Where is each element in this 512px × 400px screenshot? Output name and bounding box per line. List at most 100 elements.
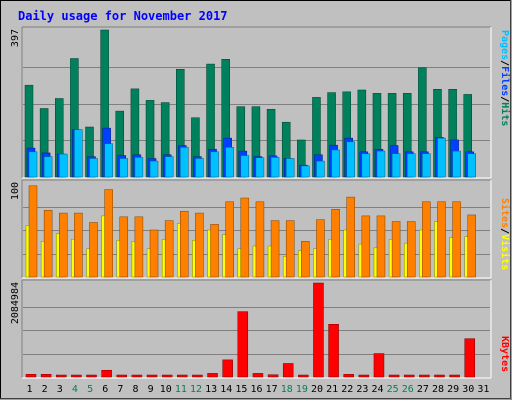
bar-sites-day-26 xyxy=(406,221,416,278)
bar-pages-day-5 xyxy=(89,158,98,178)
legend-sep: / xyxy=(499,96,510,102)
x-tick-label-day-16: 16 xyxy=(250,384,262,395)
bar-kbytes-day-24 xyxy=(373,353,385,378)
panel-hits-files-pages xyxy=(21,26,492,179)
x-tick-label-day-9: 9 xyxy=(148,384,154,395)
x-tick-label-day-7: 7 xyxy=(117,384,123,395)
y-max-label-visits-sites: 100 xyxy=(10,182,21,200)
legend-hits: Hits xyxy=(499,102,511,126)
bar-pages-day-9 xyxy=(149,160,159,178)
x-tick-label-day-14: 14 xyxy=(220,384,232,395)
bar-sites-day-17 xyxy=(270,220,280,278)
panels xyxy=(21,26,492,379)
bar-pages-day-2 xyxy=(43,156,53,178)
bar-sites-day-22 xyxy=(346,196,355,278)
x-tick-label-day-19: 19 xyxy=(296,384,308,395)
bar-sites-day-6 xyxy=(104,189,113,278)
bar-sites-day-20 xyxy=(316,219,325,278)
bar-pages-day-22 xyxy=(346,141,355,178)
panel-kbytes xyxy=(21,279,492,379)
bar-pages-day-26 xyxy=(406,153,416,178)
bar-sites-day-19 xyxy=(301,241,310,278)
bar-sites-day-28 xyxy=(437,201,446,278)
bar-sites-day-24 xyxy=(376,215,386,278)
bar-pages-day-25 xyxy=(391,153,401,178)
bar-sites-day-23 xyxy=(361,215,371,278)
bar-pages-day-13 xyxy=(210,151,219,178)
bar-sites-day-13 xyxy=(210,224,219,278)
bar-kbytes-day-8 xyxy=(131,374,143,378)
x-tick-label-day-3: 3 xyxy=(57,384,63,395)
x-tick-label-day-21: 21 xyxy=(326,384,338,395)
bar-kbytes-day-2 xyxy=(40,374,52,378)
y-axis-labels: 397 100 2084984 xyxy=(10,29,21,324)
bar-kbytes-day-29 xyxy=(449,374,460,378)
bar-sites-day-27 xyxy=(422,201,431,278)
x-tick-label-day-23: 23 xyxy=(356,384,368,395)
bar-kbytes-day-19 xyxy=(298,374,309,378)
bar-pages-day-27 xyxy=(422,153,431,178)
bar-kbytes-day-14 xyxy=(222,359,233,378)
bar-kbytes-day-27 xyxy=(419,374,430,378)
legend-pages: Pages xyxy=(499,30,510,60)
bar-pages-day-20 xyxy=(316,160,325,178)
bar-kbytes-day-26 xyxy=(403,374,415,378)
legend-hits-files-pages: Pages/Files/Hits xyxy=(499,30,511,126)
bar-sites-day-11 xyxy=(180,210,189,278)
bar-sites-day-9 xyxy=(149,229,159,278)
bar-pages-day-14 xyxy=(225,147,234,178)
bar-kbytes-day-22 xyxy=(343,374,354,378)
bar-pages-day-30 xyxy=(467,153,476,178)
bar-kbytes-day-17 xyxy=(267,374,279,378)
bar-kbytes-day-12 xyxy=(192,374,203,378)
x-tick-label-day-1: 1 xyxy=(27,384,33,395)
bar-pages-day-17 xyxy=(270,157,280,178)
bar-kbytes-day-28 xyxy=(434,374,445,378)
x-tick-label-day-5: 5 xyxy=(87,384,93,395)
bar-sites-day-16 xyxy=(255,201,265,278)
bar-pages-day-11 xyxy=(180,147,189,178)
bar-sites-day-7 xyxy=(119,216,129,278)
bar-sites-day-25 xyxy=(391,221,401,278)
bar-sites-day-1 xyxy=(28,185,38,278)
bar-kbytes-day-15 xyxy=(237,311,249,378)
x-tick-label-day-28: 28 xyxy=(432,384,444,395)
bar-kbytes-day-25 xyxy=(388,374,400,378)
bar-kbytes-day-7 xyxy=(116,374,128,378)
y-max-label-hits-files-pages: 397 xyxy=(10,29,21,47)
x-tick-label-day-10: 10 xyxy=(160,384,172,395)
x-tick-label-day-31: 31 xyxy=(477,384,489,395)
bar-pages-day-12 xyxy=(195,158,204,178)
bar-sites-day-18 xyxy=(285,220,295,278)
bar-kbytes-day-11 xyxy=(177,374,188,378)
bar-kbytes-day-16 xyxy=(252,373,264,378)
x-tick-label-day-20: 20 xyxy=(311,384,323,395)
bar-pages-day-4 xyxy=(74,129,83,178)
x-tick-label-day-12: 12 xyxy=(190,384,202,395)
bar-pages-day-15 xyxy=(240,155,250,178)
legend-kbytes: KBytes xyxy=(499,336,510,372)
bar-sites-day-5 xyxy=(89,222,98,278)
bar-pages-day-6 xyxy=(104,143,113,178)
legend-kbytes: KBytes xyxy=(499,336,510,372)
bar-kbytes-day-5 xyxy=(86,374,97,378)
bar-sites-day-10 xyxy=(164,220,174,278)
legend-files: Files xyxy=(499,66,511,96)
legend-visits: Visits xyxy=(499,234,511,270)
bar-pages-day-18 xyxy=(285,158,295,178)
x-tick-label-day-24: 24 xyxy=(372,384,384,395)
x-tick-label-day-11: 11 xyxy=(175,384,187,395)
panel-visits-sites xyxy=(21,179,492,279)
x-tick-label-day-8: 8 xyxy=(132,384,138,395)
bar-kbytes-day-13 xyxy=(207,373,218,378)
bar-pages-day-23 xyxy=(361,153,371,178)
bar-kbytes-day-9 xyxy=(146,374,158,378)
x-tick-label-day-2: 2 xyxy=(42,384,48,395)
legend-sep: / xyxy=(499,228,510,234)
bar-kbytes-day-18 xyxy=(282,363,294,378)
bar-pages-day-29 xyxy=(452,150,461,178)
x-tick-label-day-25: 25 xyxy=(387,384,399,395)
legend-sites: Sites xyxy=(499,198,511,228)
x-tick-label-day-30: 30 xyxy=(462,384,474,395)
